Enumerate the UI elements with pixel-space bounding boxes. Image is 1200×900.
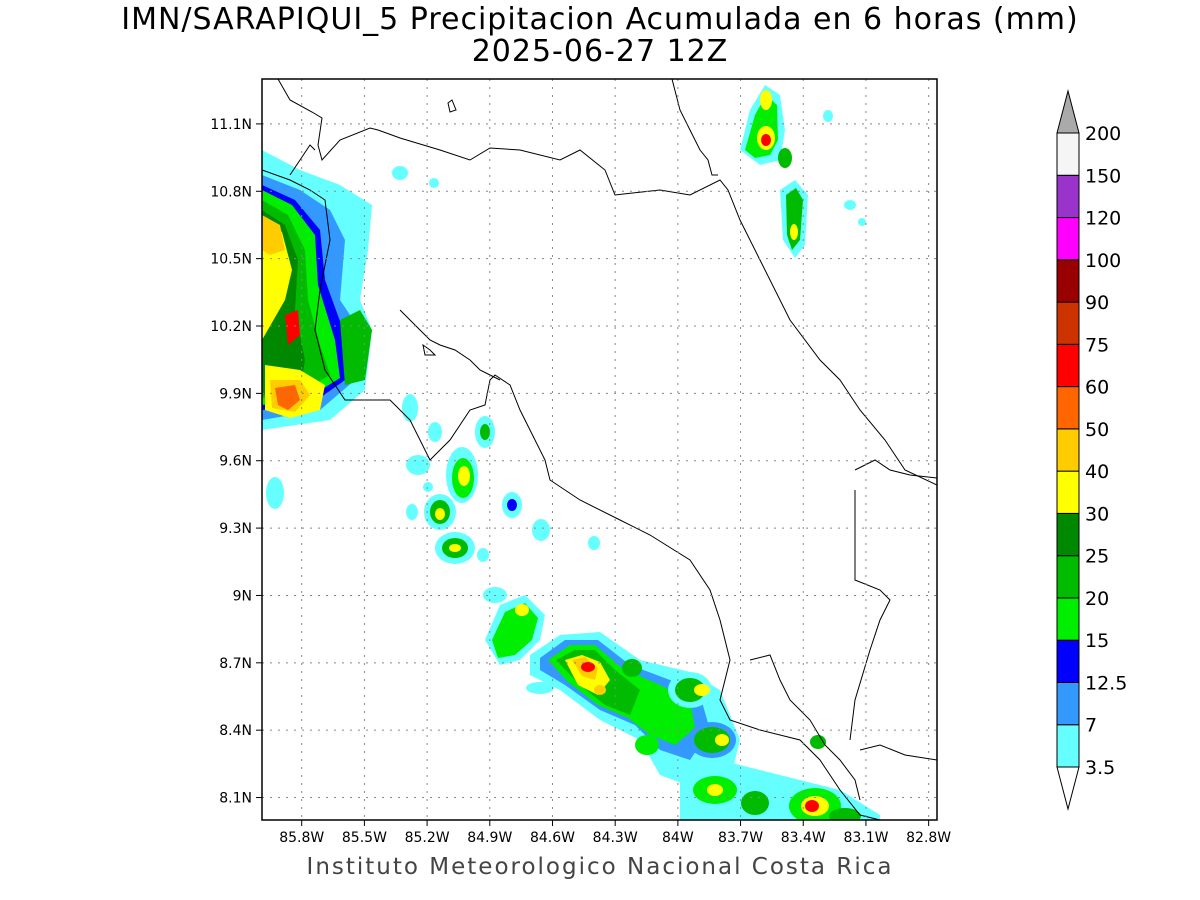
colorbar-label: 20: [1085, 588, 1109, 610]
colorbar-label: 120: [1085, 208, 1121, 230]
lon-tick-label: 85.2W: [405, 830, 450, 846]
lon-tick-label: 84W: [662, 830, 694, 846]
colorbar-box: [1056, 428, 1080, 472]
colorbar-over-triangle: [1056, 89, 1080, 134]
colorbar-boxes: [1056, 89, 1080, 811]
colorbar-labels: 3.5 7 12.5 15 20 25 30 40 50 60 75 90 100 120 150 200: [1085, 123, 1127, 779]
lon-tick-label: 84.9W: [467, 830, 512, 846]
lon-tick-label: 83.7W: [718, 830, 763, 846]
lon-tick-label: 85.5W: [342, 830, 387, 846]
colorbar-label: 40: [1085, 461, 1109, 483]
lat-tick-label: 10.8N: [210, 184, 252, 200]
map-frame: [261, 78, 938, 821]
lat-tick-label: 9.6N: [219, 454, 252, 470]
colorbar-box: [1056, 174, 1080, 219]
precip-cluster-south-pacific: [485, 595, 880, 820]
colorbar-box: [1056, 639, 1080, 683]
colorbar-label: 150: [1085, 165, 1121, 187]
precip-cluster-central-pacific: [266, 394, 600, 603]
colorbar-label: 30: [1085, 503, 1109, 525]
colorbar-box: [1056, 724, 1080, 768]
colorbar-label: 50: [1085, 419, 1109, 441]
colorbar-label: 7: [1085, 715, 1097, 737]
lat-tick-label: 8.7N: [219, 656, 252, 672]
map-gridlines: [262, 79, 937, 820]
lat-tick-label: 9.9N: [219, 386, 252, 402]
colorbar-box: [1056, 217, 1080, 261]
colorbar-under-triangle: [1056, 766, 1080, 811]
colorbar-box: [1056, 386, 1080, 430]
colorbar-label: 75: [1085, 334, 1109, 356]
colorbar-label: 15: [1085, 630, 1109, 652]
coastline-and-borders: [262, 79, 937, 820]
map-subtitle-date: 2025-06-27 12Z: [471, 34, 729, 69]
colorbar-label: 12.5: [1085, 672, 1127, 694]
lon-tick-label: 83.4W: [781, 830, 826, 846]
colorbar-box: [1056, 343, 1080, 388]
lon-tick-label: 84.3W: [593, 830, 638, 846]
footer-credit: Instituto Meteorologico Nacional Costa R…: [306, 854, 894, 880]
colorbar-box: [1056, 512, 1080, 557]
colorbar-box: [1056, 555, 1080, 599]
lat-tick-label: 8.4N: [219, 723, 252, 739]
lon-tick-label: 82.8W: [906, 830, 951, 846]
colorbar-box: [1056, 470, 1080, 514]
longitude-axis-labels: 85.8W 85.5W 85.2W 84.9W 84.6W 84.3W 84W 83.7W 83…: [279, 820, 951, 846]
lon-tick-label: 85.8W: [279, 830, 324, 846]
colorbar-label: 3.5: [1085, 757, 1115, 779]
colorbar-box: [1056, 301, 1080, 345]
map-title: IMN/SARAPIQUI_5 Precipitacion Acumulada …: [121, 2, 1079, 37]
lat-tick-label: 10.5N: [210, 252, 252, 268]
lat-tick-label: 9.3N: [219, 521, 252, 537]
lat-tick-label: 10.2N: [210, 319, 252, 335]
colorbar-box: [1056, 259, 1080, 303]
precip-cluster-northwest: [262, 150, 372, 430]
lon-tick-label: 84.6W: [530, 830, 575, 846]
colorbar-label: 60: [1085, 377, 1109, 399]
colorbar-box: [1056, 597, 1080, 641]
lat-tick-label: 11.1N: [210, 117, 252, 133]
colorbar-box: [1056, 132, 1080, 176]
precip-cluster-caribbean: [392, 85, 866, 258]
colorbar-label: 25: [1085, 546, 1109, 568]
lat-tick-label: 9N: [233, 588, 252, 604]
colorbar-label: 200: [1085, 123, 1121, 145]
colorbar-box: [1056, 681, 1080, 726]
colorbar-label: 100: [1085, 250, 1121, 272]
colorbar-label: 90: [1085, 292, 1109, 314]
lon-tick-label: 83.1W: [843, 830, 888, 846]
latitude-axis-labels: 11.1N 10.8N 10.5N 10.2N 9.9N 9.6N 9.3N 9N 8.7N 8.…: [210, 117, 262, 807]
precip-field: [262, 85, 880, 820]
lat-tick-label: 8.1N: [219, 791, 252, 807]
